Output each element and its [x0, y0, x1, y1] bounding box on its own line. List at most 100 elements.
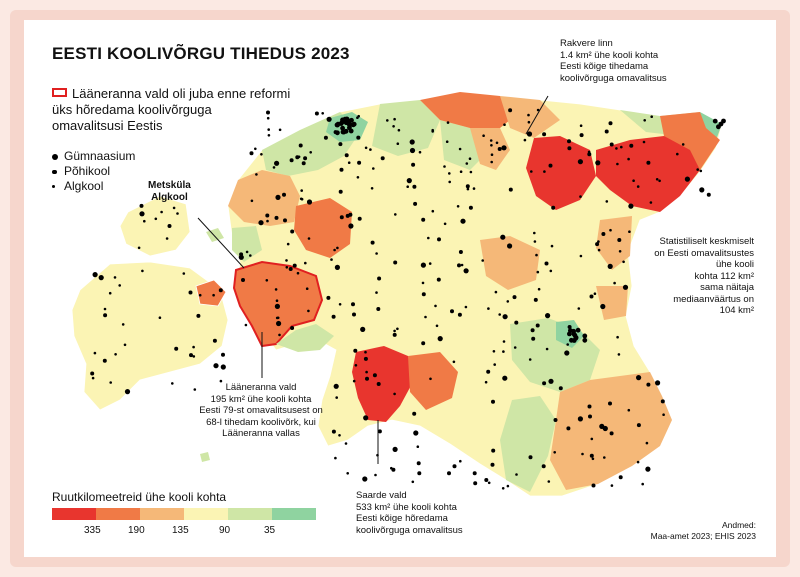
school-dot	[274, 303, 280, 309]
school-dot	[543, 170, 546, 173]
school-dot	[357, 160, 362, 165]
school-dot	[98, 275, 104, 281]
school-dot	[421, 281, 425, 285]
school-dot	[553, 418, 558, 422]
school-dot	[613, 281, 616, 285]
school-dot	[490, 144, 493, 147]
region-rakvere-ring	[470, 128, 510, 170]
rakvere-annotation: Rakvere linn 1.4 km² ühe kooli kohta Ees…	[560, 38, 667, 84]
school-dot	[618, 250, 622, 253]
school-dot	[645, 441, 649, 445]
school-dot	[627, 157, 630, 161]
school-dot	[282, 192, 286, 197]
school-dot	[93, 351, 97, 355]
school-dot	[553, 451, 556, 454]
school-dot	[306, 199, 313, 205]
region-north-mid	[440, 120, 490, 170]
reform-line-3: omavalitsusi Eestis	[52, 118, 163, 133]
school-dot	[429, 377, 432, 381]
school-dot	[139, 203, 144, 208]
school-dot	[377, 429, 382, 434]
school-dot	[459, 170, 463, 173]
school-dot	[352, 379, 356, 383]
reform-legend: Lääneranna vald oli juba enne reformi ük…	[52, 86, 342, 134]
school-dot	[274, 215, 279, 220]
school-dot	[331, 429, 336, 434]
school-dot	[192, 355, 196, 358]
school-dot	[528, 358, 532, 361]
school-dot	[353, 348, 358, 353]
school-dot	[278, 333, 281, 337]
school-dot	[412, 411, 417, 416]
school-dot	[418, 150, 422, 154]
school-dot	[90, 371, 95, 376]
school-dot	[448, 172, 451, 175]
school-dot	[330, 258, 333, 261]
school-dot	[452, 360, 456, 364]
school-dot	[137, 246, 141, 250]
school-dot	[356, 176, 360, 179]
school-dot	[642, 140, 646, 144]
school-dot	[309, 151, 313, 154]
school-dot	[597, 248, 601, 252]
school-dot	[386, 119, 389, 122]
school-dot	[91, 376, 95, 380]
school-dot	[108, 291, 112, 295]
page-title: EESTI KOOLIVÕRGU TIHEDUS 2023	[52, 44, 350, 63]
school-dot	[393, 117, 396, 121]
school-dot	[571, 338, 577, 343]
school-dot	[536, 270, 540, 274]
region-se-orange	[550, 372, 672, 490]
school-dot	[265, 279, 269, 282]
school-dot	[349, 117, 354, 123]
school-dot	[338, 189, 343, 194]
school-dot	[357, 216, 362, 221]
school-dot	[490, 153, 494, 156]
school-dot	[636, 185, 640, 188]
school-dot	[372, 373, 377, 378]
legend-label: Gümnaasium	[64, 149, 136, 163]
school-dot	[448, 180, 452, 184]
school-dot	[266, 116, 270, 120]
source-line: Maa-amet 2023; EHIS 2023	[650, 530, 756, 541]
school-dot	[276, 320, 282, 327]
school-dot	[345, 213, 350, 218]
school-dot	[409, 147, 416, 154]
school-dot	[458, 250, 463, 254]
anno-line: kohta 112 km²	[694, 270, 755, 282]
school-dot	[365, 370, 368, 374]
school-dot	[577, 307, 581, 310]
school-dot	[589, 453, 594, 458]
school-dot	[436, 277, 441, 282]
school-dot	[699, 187, 705, 193]
region-north-orange-2	[500, 96, 560, 138]
school-dot	[502, 340, 506, 343]
anno-line: 533 km² ühe kooli kohta	[356, 501, 457, 513]
anno-line: Statistiliselt keskmiselt	[659, 236, 755, 247]
school-dot	[372, 167, 375, 170]
school-dot	[326, 116, 332, 122]
school-dot	[192, 345, 195, 349]
region-west-orange	[228, 170, 300, 226]
legend-row-basic: Põhikool	[52, 164, 135, 179]
region-north-orange-1	[420, 92, 520, 128]
school-dot	[544, 261, 549, 266]
anno-line: koolivõrguga omavalitsus	[560, 72, 667, 84]
school-dot	[338, 303, 342, 306]
school-dot	[513, 346, 517, 349]
school-dot	[536, 108, 540, 112]
school-dot	[314, 111, 319, 116]
school-dot	[445, 140, 449, 143]
school-dot	[285, 266, 289, 269]
school-dot	[334, 456, 337, 460]
school-dot	[502, 375, 508, 381]
medium-dot-icon	[52, 169, 57, 175]
school-dot	[352, 312, 356, 317]
school-dot	[285, 259, 288, 262]
school-dot	[375, 291, 378, 294]
school-dot	[620, 145, 623, 149]
school-dot	[409, 139, 415, 145]
school-dot	[421, 217, 426, 222]
scale-label: 90	[219, 525, 231, 536]
school-dot	[417, 471, 422, 476]
